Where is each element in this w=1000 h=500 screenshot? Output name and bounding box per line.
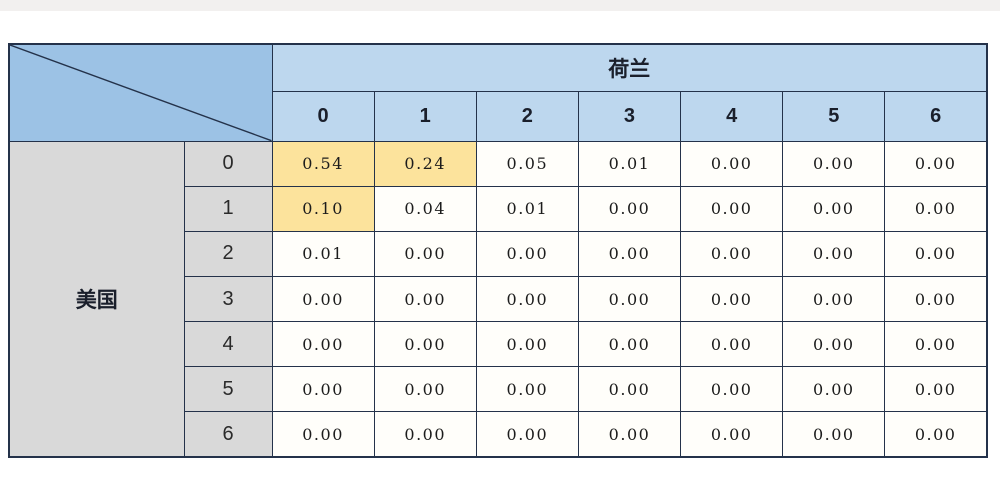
cell-r4c6: 0.00 xyxy=(884,321,988,368)
cell-r3c5: 0.00 xyxy=(782,275,886,323)
cell-r1c2: 0.01 xyxy=(475,185,579,232)
row-header-2: 2 xyxy=(183,230,273,278)
cell-r5c1: 0.00 xyxy=(373,366,477,413)
cell-r2c3: 0.00 xyxy=(577,230,682,278)
row-header-0: 0 xyxy=(183,140,273,187)
cell-r1c0: 0.10 xyxy=(271,185,375,232)
column-header-0: 0 xyxy=(271,90,375,142)
column-header-2: 2 xyxy=(475,90,579,142)
cell-r0c4: 0.00 xyxy=(680,140,784,187)
row-header-3: 3 xyxy=(183,275,273,323)
row-header-5: 5 xyxy=(183,366,273,413)
diagonal-line-icon xyxy=(10,45,272,141)
cell-r0c2: 0.05 xyxy=(475,140,579,187)
cell-r1c4: 0.00 xyxy=(680,185,784,232)
cell-r3c2: 0.00 xyxy=(475,275,579,323)
corner-diagonal-cell xyxy=(8,43,273,142)
cell-r6c1: 0.00 xyxy=(373,411,477,458)
cell-r5c4: 0.00 xyxy=(680,366,784,413)
probability-table: 荷兰 0 1 2 3 4 5 6 美国 0 0.54 0.24 0.05 0.0… xyxy=(8,43,988,458)
cell-r2c1: 0.00 xyxy=(373,230,477,278)
cell-r3c6: 0.00 xyxy=(884,275,988,323)
table-row: 美国 0 0.54 0.24 0.05 0.01 0.00 0.00 0.00 xyxy=(8,140,988,458)
cell-r1c6: 0.00 xyxy=(884,185,988,232)
row-header-4: 4 xyxy=(183,321,273,368)
cell-r5c3: 0.00 xyxy=(577,366,682,413)
table-row: 荷兰 xyxy=(8,43,988,142)
table-row: 6 0.00 0.00 0.00 0.00 0.00 0.00 0.00 xyxy=(9,411,988,458)
cell-r6c5: 0.00 xyxy=(782,411,886,458)
cell-r6c2: 0.00 xyxy=(475,411,579,458)
cell-r0c0: 0.54 xyxy=(271,140,375,187)
cell-r5c5: 0.00 xyxy=(782,366,886,413)
cell-r1c3: 0.00 xyxy=(577,185,682,232)
table-row: 2 0.01 0.00 0.00 0.00 0.00 0.00 0.00 xyxy=(9,230,988,278)
cell-r5c0: 0.00 xyxy=(271,366,375,413)
cell-r3c1: 0.00 xyxy=(373,275,477,323)
table-row: 5 0.00 0.00 0.00 0.00 0.00 0.00 0.00 xyxy=(9,366,988,413)
cell-r5c6: 0.00 xyxy=(884,366,988,413)
row-header-1: 1 xyxy=(183,185,273,232)
cell-r6c4: 0.00 xyxy=(680,411,784,458)
cell-r0c5: 0.00 xyxy=(782,140,886,187)
cell-r0c3: 0.01 xyxy=(577,140,682,187)
column-header-1: 1 xyxy=(373,90,477,142)
cell-r4c0: 0.00 xyxy=(271,321,375,368)
cell-r4c2: 0.00 xyxy=(475,321,579,368)
cell-r2c2: 0.00 xyxy=(475,230,579,278)
cell-r4c1: 0.00 xyxy=(373,321,477,368)
cell-r2c4: 0.00 xyxy=(680,230,784,278)
column-group-label: 荷兰 xyxy=(271,43,988,92)
cell-r6c3: 0.00 xyxy=(577,411,682,458)
cell-r0c1: 0.24 xyxy=(373,140,477,187)
cell-r0c6: 0.00 xyxy=(884,140,988,187)
row-header-6: 6 xyxy=(183,411,273,458)
cell-r4c3: 0.00 xyxy=(577,321,682,368)
table-row: 0 1 2 3 4 5 6 xyxy=(9,90,988,142)
top-strip xyxy=(0,0,1000,11)
cell-r1c5: 0.00 xyxy=(782,185,886,232)
cell-r6c6: 0.00 xyxy=(884,411,988,458)
cell-r5c2: 0.00 xyxy=(475,366,579,413)
column-header-6: 6 xyxy=(884,90,988,142)
cell-r4c5: 0.00 xyxy=(782,321,886,368)
cell-r2c6: 0.00 xyxy=(884,230,988,278)
column-header-5: 5 xyxy=(782,90,886,142)
cell-r4c4: 0.00 xyxy=(680,321,784,368)
column-header-4: 4 xyxy=(680,90,784,142)
cell-r3c0: 0.00 xyxy=(271,275,375,323)
cell-r3c4: 0.00 xyxy=(680,275,784,323)
row-group-label: 美国 xyxy=(8,140,185,458)
cell-r2c0: 0.01 xyxy=(271,230,375,278)
column-header-3: 3 xyxy=(577,90,682,142)
cell-r3c3: 0.00 xyxy=(577,275,682,323)
table-row: 4 0.00 0.00 0.00 0.00 0.00 0.00 0.00 xyxy=(9,321,988,368)
cell-r1c1: 0.04 xyxy=(373,185,477,232)
cell-r6c0: 0.00 xyxy=(271,411,375,458)
cell-r2c5: 0.00 xyxy=(782,230,886,278)
